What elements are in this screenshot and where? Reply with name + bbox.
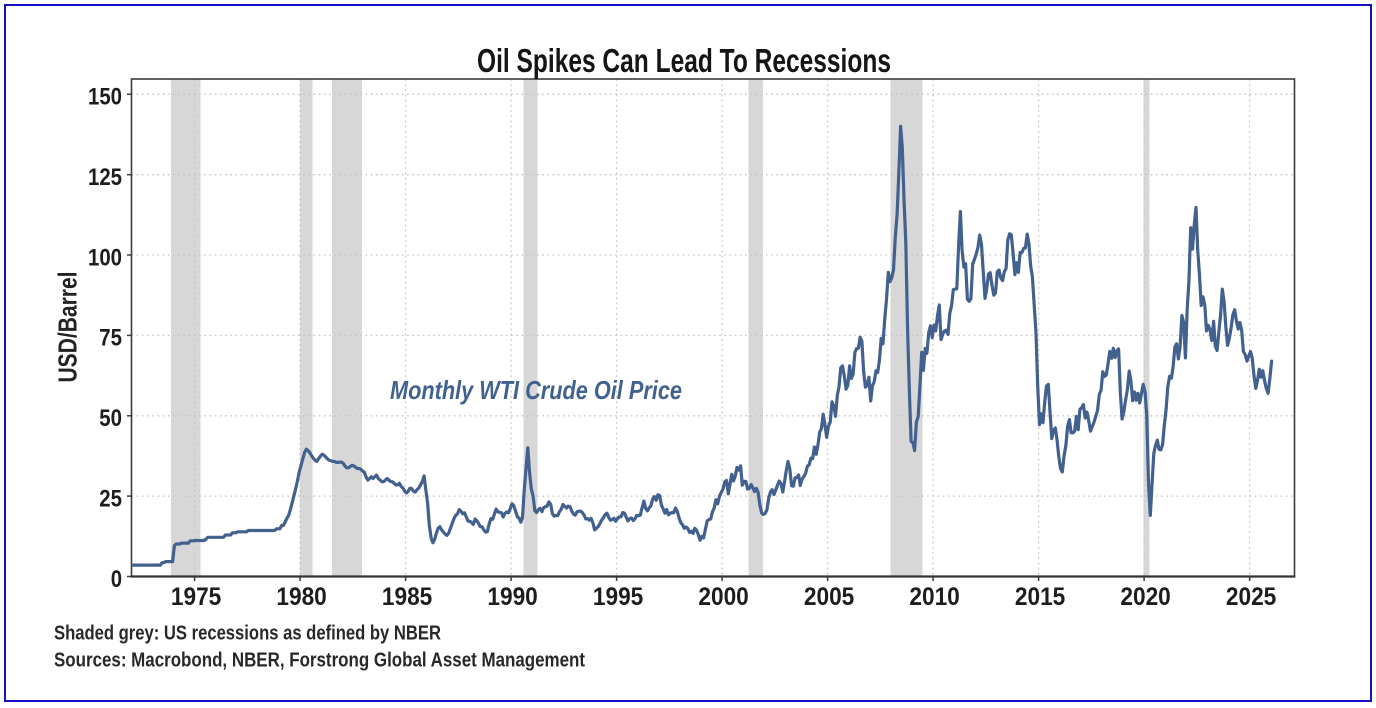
svg-text:2025: 2025 [1226,583,1276,611]
svg-text:2000: 2000 [698,583,748,611]
svg-text:2010: 2010 [909,583,959,611]
svg-text:2005: 2005 [804,583,854,611]
svg-text:75: 75 [99,325,122,352]
svg-text:150: 150 [88,84,122,111]
svg-text:0: 0 [111,566,122,593]
svg-text:1980: 1980 [276,583,326,611]
svg-text:25: 25 [99,485,122,512]
svg-text:1995: 1995 [593,583,643,611]
svg-text:Shaded grey: US recessions as: Shaded grey: US recessions as defined by… [54,623,441,645]
svg-text:50: 50 [99,405,122,432]
svg-text:2020: 2020 [1120,583,1170,611]
svg-text:100: 100 [88,244,122,271]
svg-text:Sources: Macrobond, NBER, Fors: Sources: Macrobond, NBER, Forstrong Glob… [54,650,585,672]
svg-text:USD/Barrel: USD/Barrel [53,272,83,383]
svg-text:2015: 2015 [1015,583,1065,611]
svg-text:1990: 1990 [487,583,537,611]
svg-text:125: 125 [88,164,122,191]
svg-text:Oil Spikes Can Lead To Recessi: Oil Spikes Can Lead To Recessions [477,42,891,79]
svg-text:1975: 1975 [171,583,221,611]
svg-text:Monthly WTI Crude Oil Price: Monthly WTI Crude Oil Price [390,375,682,405]
svg-text:1985: 1985 [382,583,432,611]
